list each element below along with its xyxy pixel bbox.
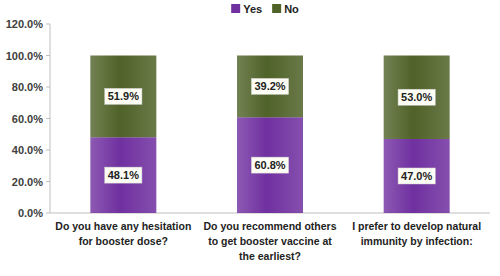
legend: Yes No [231, 3, 299, 15]
x-tick-label-line: Do you recommend others [203, 220, 336, 232]
y-tick-label: 20.0% [12, 176, 43, 188]
y-tick-label: 60.0% [12, 113, 43, 125]
y-axis [50, 24, 51, 213]
bars [90, 56, 449, 214]
x-tick-label: Do you have any hesitation for booster do… [55, 220, 191, 247]
x-tick-label-line: to get booster vaccine at [208, 235, 332, 247]
y-tick [46, 150, 50, 151]
bar-segment [90, 137, 156, 213]
data-label: 48.1% [108, 169, 139, 181]
bar-segment [237, 56, 303, 118]
x-tick-label-line: Do you have any hesitation [55, 220, 191, 232]
y-tick-label: 120.0% [6, 18, 44, 30]
data-label-group: 47.0% [398, 168, 435, 184]
data-label-group: 51.9% [105, 88, 142, 104]
data-label: 47.0% [401, 170, 432, 182]
data-label-box [398, 168, 435, 184]
bar-segment [237, 117, 303, 213]
data-label: 60.8% [254, 159, 285, 171]
legend-label: Yes [243, 3, 262, 15]
y-tick [46, 181, 50, 182]
data-label: 53.0% [401, 91, 432, 103]
data-label-box [398, 89, 435, 105]
x-tick-label-line: for booster dose? [79, 235, 168, 247]
x-tick-label-line: immunity by infection: [361, 235, 473, 247]
chart: 0.0% 20.0% 40.0% 60.0% 80.0% 100.0% 120.0% 48.1… [0, 0, 500, 276]
x-tick-label: Do you recommend others to get booster va… [203, 220, 336, 262]
y-tick-label: 40.0% [12, 144, 43, 156]
x-tick-label-line: I prefer to develop natural [352, 220, 481, 232]
data-label-box [105, 88, 142, 104]
data-label-group: 48.1% [105, 167, 142, 183]
y-tick [46, 213, 50, 214]
y-tick [46, 118, 50, 119]
data-label: 51.9% [108, 90, 139, 102]
data-label-box [251, 157, 288, 173]
x-tick-label-line: the earliest? [239, 250, 301, 262]
legend-label: No [284, 3, 299, 15]
bar-segment [384, 56, 450, 139]
y-tick [46, 55, 50, 56]
legend-swatch [231, 4, 240, 13]
legend-swatch [272, 4, 281, 13]
x-tick-label: I prefer to develop natural immunity by i… [352, 220, 481, 247]
y-tick [46, 24, 50, 25]
data-label: 39.2% [254, 80, 285, 92]
data-label-group: 53.0% [398, 89, 435, 105]
y-tick-label: 100.0% [6, 50, 44, 62]
y-tick-label: 80.0% [12, 81, 43, 93]
data-label-group: 39.2% [251, 78, 288, 94]
data-label-group: 60.8% [251, 157, 288, 173]
bar-segment [90, 56, 156, 138]
bar-segment [384, 139, 450, 213]
y-tick-label: 0.0% [18, 207, 43, 219]
y-tick [46, 87, 50, 88]
data-label-box [105, 167, 142, 183]
data-label-box [251, 78, 288, 94]
